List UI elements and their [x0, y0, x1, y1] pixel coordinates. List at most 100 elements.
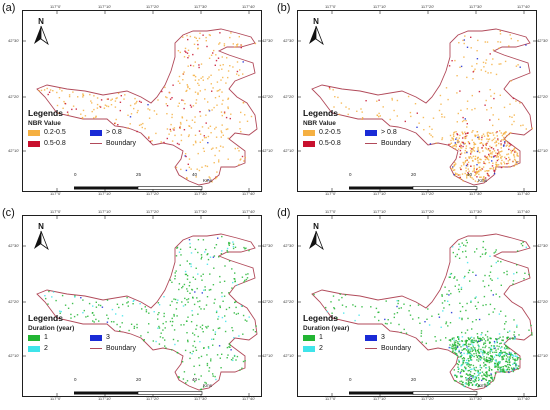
longitude-tick-label: 117°10' — [373, 191, 387, 196]
scale-bar: 0 20 40 Kms — [349, 172, 487, 196]
legend-item-label: Boundary — [381, 345, 411, 352]
longitude-tick-label: 117°0' — [50, 4, 61, 9]
longitude-tick-label: 117°10' — [373, 396, 387, 401]
scale-label: 40 — [192, 377, 198, 382]
legend-item: > 0.8 — [90, 129, 122, 136]
color-swatch — [28, 345, 40, 352]
longitude-tick-label: 117°40' — [517, 4, 531, 9]
legend-item: 2 — [28, 345, 48, 352]
longitude-tick-label: 117°0' — [50, 209, 61, 214]
longitude-tick-label: 117°20' — [421, 191, 435, 196]
study-area-map — [23, 11, 261, 191]
latitude-tick-label: 42°20' — [537, 94, 549, 99]
boundary-line-swatch — [90, 348, 102, 349]
legend-subtitle: Duration (year) — [303, 325, 350, 332]
color-swatch — [28, 140, 40, 147]
latitude-tick-label: 42°20' — [262, 299, 274, 304]
color-swatch — [303, 345, 315, 352]
longitude-tick-label: 117°10' — [98, 4, 112, 9]
longitude-tick-label: 117°20' — [421, 209, 435, 214]
latitude-tick-label: 42°10' — [8, 353, 20, 358]
color-swatch — [303, 129, 315, 136]
color-swatch — [365, 334, 377, 341]
legend-item: Boundary — [90, 345, 136, 352]
latitude-tick-label: 42°10' — [262, 353, 274, 358]
map-frame — [22, 10, 262, 192]
legend-item-label: 0.2-0.5 — [44, 129, 66, 136]
legend-title: Legends — [303, 108, 338, 118]
longitude-tick-label: 117°40' — [242, 396, 256, 401]
latitude-tick-label: 42°10' — [262, 148, 274, 153]
color-swatch — [28, 334, 40, 341]
latitude-tick-label: 42°20' — [283, 299, 295, 304]
scale-label: 0 — [74, 377, 77, 382]
legend-item: 2 — [303, 345, 323, 352]
longitude-tick-label: 117°30' — [469, 396, 483, 401]
map-panel: (b) 117°0' 117°0' 117°10' 117°10' 117°20' 117°… — [275, 0, 550, 205]
legend-item-label: Boundary — [381, 140, 411, 147]
legend-item: 1 — [303, 334, 323, 341]
legend-item-label: > 0.8 — [381, 129, 397, 136]
legend-subtitle: NBR Value — [303, 120, 336, 127]
legend-item-label: 3 — [381, 334, 385, 341]
classified-pixels — [44, 235, 257, 391]
latitude-tick-label: 42°20' — [262, 94, 274, 99]
legend-item: 3 — [90, 334, 110, 341]
legend-item-label: 1 — [319, 334, 323, 341]
longitude-tick-label: 117°40' — [242, 4, 256, 9]
longitude-tick-label: 117°10' — [98, 191, 112, 196]
latitude-tick-label: 42°10' — [283, 353, 295, 358]
longitude-tick-label: 117°0' — [325, 191, 336, 196]
legend-item: 0.2-0.5 — [303, 129, 341, 136]
classified-pixels — [38, 32, 257, 183]
longitude-tick-label: 117°30' — [469, 191, 483, 196]
latitude-tick-label: 42°30' — [537, 38, 549, 43]
longitude-tick-label: 117°10' — [373, 209, 387, 214]
longitude-tick-label: 117°0' — [50, 396, 61, 401]
north-label: N — [313, 222, 319, 231]
scale-unit: Kms — [203, 383, 212, 388]
latitude-tick-label: 42°30' — [283, 243, 295, 248]
scale-label: 40 — [467, 377, 473, 382]
north-arrow-icon: N — [30, 221, 52, 256]
legend-item-label: Boundary — [106, 140, 136, 147]
longitude-tick-label: 117°10' — [373, 4, 387, 9]
latitude-tick-label: 42°20' — [537, 299, 549, 304]
longitude-tick-label: 117°30' — [469, 209, 483, 214]
legend-item-label: Boundary — [106, 345, 136, 352]
longitude-tick-label: 117°40' — [242, 209, 256, 214]
legend-item-label: 0.5-0.8 — [44, 140, 66, 147]
legend-item-label: 3 — [106, 334, 110, 341]
north-label: N — [38, 222, 44, 231]
longitude-tick-label: 117°40' — [242, 191, 256, 196]
color-swatch — [365, 129, 377, 136]
north-arrow-icon: N — [305, 221, 327, 256]
map-panel: (c) 117°0' 117°0' 117°10' 117°10' 117°20' 117°… — [0, 205, 275, 410]
classified-pixels — [313, 239, 533, 388]
longitude-tick-label: 117°40' — [517, 396, 531, 401]
legend-item: 0.5-0.8 — [303, 140, 341, 147]
legend-title: Legends — [28, 108, 63, 118]
map-legend: Legends NBR Value 0.2-0.5 > 0.8 0.5-0.8 Bound… — [303, 108, 418, 149]
legend-item: 0.2-0.5 — [28, 129, 66, 136]
longitude-tick-label: 117°0' — [325, 209, 336, 214]
scale-label: 0 — [349, 172, 352, 177]
color-swatch — [28, 129, 40, 136]
scale-unit: Kms — [478, 383, 487, 388]
longitude-tick-label: 117°10' — [98, 396, 112, 401]
map-frame — [297, 215, 537, 397]
study-area-boundary — [36, 28, 258, 186]
longitude-tick-label: 117°30' — [194, 396, 208, 401]
scale-label: 40 — [192, 172, 198, 177]
map-legend: Legends Duration (year) 1 3 2 Boundary — [303, 313, 418, 354]
color-swatch — [303, 334, 315, 341]
study-area-map — [298, 11, 536, 191]
legend-item: 1 — [28, 334, 48, 341]
longitude-tick-label: 117°40' — [517, 191, 531, 196]
legend-item: Boundary — [365, 345, 411, 352]
longitude-tick-label: 117°30' — [194, 191, 208, 196]
map-legend: Legends Duration (year) 1 3 2 Boundary — [28, 313, 143, 354]
legend-item-label: 2 — [44, 345, 48, 352]
panel-letter: (c) — [2, 207, 15, 219]
latitude-tick-label: 42°10' — [537, 148, 549, 153]
